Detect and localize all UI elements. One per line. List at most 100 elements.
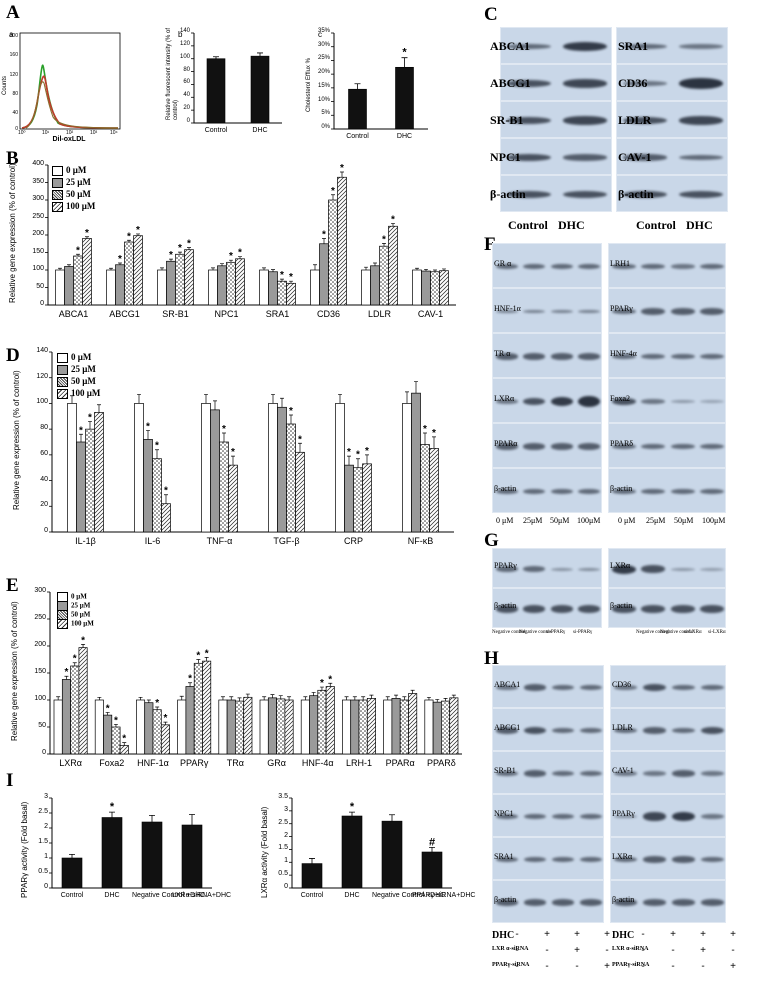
error-bar bbox=[188, 682, 193, 687]
flow-ytick: 40 bbox=[12, 110, 18, 116]
legend-swatch-50 bbox=[52, 189, 63, 200]
significance-mark: * bbox=[79, 425, 83, 436]
bar bbox=[143, 439, 153, 533]
error-bar bbox=[414, 381, 418, 394]
protein-band bbox=[579, 770, 603, 777]
bar bbox=[111, 726, 121, 755]
error-bar bbox=[155, 449, 159, 459]
protein-band bbox=[641, 605, 666, 613]
blot-strip bbox=[608, 288, 726, 333]
significance-mark: * bbox=[164, 486, 168, 497]
y-tick-label: 350 bbox=[32, 177, 44, 185]
error-bar bbox=[309, 858, 315, 864]
protein-band bbox=[671, 899, 696, 906]
protein-label: PPARγ bbox=[612, 808, 635, 818]
bar bbox=[341, 815, 363, 889]
bar bbox=[337, 176, 347, 306]
treatment-sign: + bbox=[604, 961, 610, 972]
category-label: Control bbox=[300, 892, 324, 899]
panel-label-g: G bbox=[484, 530, 499, 551]
bar bbox=[103, 714, 113, 755]
error-bar bbox=[356, 458, 360, 468]
protein-band bbox=[578, 443, 601, 450]
protein-band bbox=[700, 400, 725, 403]
protein-band bbox=[671, 856, 696, 863]
blot-strip bbox=[610, 708, 726, 751]
category-label: GRα bbox=[267, 758, 286, 768]
I-right-plot: *# bbox=[289, 797, 452, 889]
significance-mark: * bbox=[229, 251, 233, 262]
bar bbox=[208, 269, 218, 306]
lane-label: 100μM bbox=[577, 516, 601, 525]
protein-band bbox=[700, 605, 725, 613]
blot-strip bbox=[492, 794, 604, 837]
bar bbox=[218, 699, 228, 755]
significance-mark: * bbox=[365, 446, 369, 457]
protein-band bbox=[642, 812, 667, 821]
blot-strip bbox=[500, 64, 612, 101]
category-label: CRP bbox=[343, 536, 363, 546]
bar bbox=[152, 709, 162, 755]
significance-mark: * bbox=[289, 272, 293, 283]
bar bbox=[55, 269, 65, 306]
error-bar bbox=[405, 391, 409, 404]
treatment-sign: + bbox=[574, 945, 580, 956]
bar bbox=[342, 699, 352, 755]
bar bbox=[277, 280, 287, 306]
y-tick-label: 140 bbox=[36, 347, 48, 354]
category-label: PPARγ bbox=[180, 758, 209, 768]
significance-mark: * bbox=[88, 412, 92, 423]
category-label: TGF-β bbox=[273, 536, 300, 546]
legend-item: 0 μM bbox=[52, 165, 86, 176]
error-bar bbox=[311, 692, 316, 696]
protein-band bbox=[523, 813, 547, 820]
protein-band bbox=[523, 899, 547, 906]
protein-band bbox=[613, 899, 638, 906]
lane-label: 0 μM bbox=[496, 516, 514, 525]
legend-swatch-100 bbox=[57, 388, 68, 399]
protein-label: ABCA1 bbox=[490, 38, 531, 53]
error-bar bbox=[146, 430, 150, 440]
bar bbox=[358, 699, 368, 755]
protein-band bbox=[700, 443, 725, 450]
bar bbox=[76, 441, 86, 533]
axis-line bbox=[333, 33, 428, 130]
protein-label: CD36 bbox=[618, 75, 648, 90]
blot-strip bbox=[492, 243, 602, 288]
bar bbox=[432, 701, 442, 755]
protein-band bbox=[670, 567, 695, 571]
bar bbox=[144, 702, 154, 755]
protein-band bbox=[551, 684, 575, 691]
significance-mark: * bbox=[391, 214, 395, 225]
panel-label-e: E bbox=[6, 575, 19, 596]
protein-band bbox=[700, 567, 725, 571]
bar bbox=[391, 698, 401, 755]
category-label: DHC bbox=[344, 892, 360, 899]
significance-mark: * bbox=[169, 250, 173, 261]
significance-mark: * bbox=[331, 186, 335, 197]
treatment-label: DHC bbox=[492, 930, 515, 941]
significance-mark: * bbox=[347, 447, 351, 458]
protein-band bbox=[550, 263, 573, 270]
protein-label: LXRα bbox=[610, 561, 631, 570]
significance-mark: * bbox=[155, 441, 159, 452]
category-label: SR-B1 bbox=[162, 309, 189, 319]
treatment-label: DHC bbox=[612, 930, 635, 941]
legend-item: 100 μM bbox=[57, 388, 100, 399]
error-bar bbox=[187, 247, 191, 250]
protein-band bbox=[671, 812, 696, 821]
error-bar bbox=[289, 414, 293, 424]
error-bar bbox=[72, 662, 77, 666]
protein-label: β-actin bbox=[494, 894, 517, 904]
error-bar bbox=[58, 267, 62, 270]
protein-band bbox=[550, 443, 573, 450]
blot-strip bbox=[608, 548, 726, 588]
protein-band bbox=[551, 899, 575, 906]
protein-band bbox=[641, 353, 666, 360]
protein-band bbox=[562, 190, 608, 199]
y-tick-label: 50 bbox=[38, 722, 46, 729]
error-bar bbox=[127, 239, 131, 242]
protein-band bbox=[523, 770, 547, 777]
bar bbox=[193, 662, 203, 755]
bar bbox=[379, 245, 389, 306]
